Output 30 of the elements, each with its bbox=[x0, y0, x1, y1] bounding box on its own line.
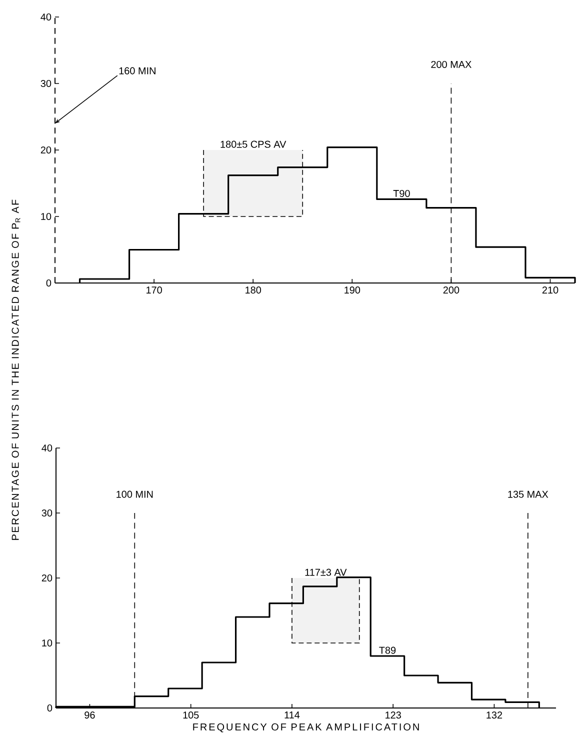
x-tick-label: 170 bbox=[146, 286, 162, 294]
y-tick-label: 30 bbox=[42, 509, 52, 517]
x-tick-label: 123 bbox=[386, 712, 401, 719]
x-tick-label: 96 bbox=[84, 712, 95, 719]
x-tick-label: 190 bbox=[344, 286, 360, 294]
ref-line-label: 200 MAX bbox=[431, 60, 472, 68]
x-tick-label: 132 bbox=[486, 712, 502, 719]
y-tick-label: 0 bbox=[46, 279, 52, 287]
x-tick-label: 180 bbox=[246, 286, 262, 294]
band-label: 117±3 AV bbox=[305, 568, 347, 576]
x-axis-title: FREQUENCY OF PEAK AMPLIFICATION bbox=[193, 723, 419, 732]
x-tick-label: 200 bbox=[443, 286, 460, 294]
y-tick-label: 30 bbox=[40, 80, 52, 88]
y-tick-label: 10 bbox=[41, 212, 52, 220]
ref-line-label: 100 MIN bbox=[116, 490, 153, 498]
y-tick-label: 20 bbox=[42, 574, 52, 582]
ref-line-label: 160 MIN bbox=[119, 67, 156, 74]
x-tick-label: 210 bbox=[542, 286, 558, 294]
y-tick-label: 0 bbox=[47, 704, 52, 712]
y-tick-label: 20 bbox=[40, 146, 52, 154]
y-tick-label: 10 bbox=[42, 639, 52, 647]
x-tick-label: 114 bbox=[284, 712, 300, 718]
y-tick-label: 40 bbox=[40, 13, 52, 21]
ref-line-label: 135 MAX bbox=[508, 490, 548, 498]
x-tick-label: 105 bbox=[183, 712, 199, 719]
series-label: T89 bbox=[379, 646, 396, 654]
series-label: T90 bbox=[393, 190, 410, 198]
y-axis-title: PERCENTAGE OF UNITS IN THE INDICATED RANGE OF P$_{R}$ AF bbox=[12, 200, 20, 540]
y-tick-label: 40 bbox=[42, 444, 52, 452]
band-label: 180±5 CPS AV bbox=[220, 140, 286, 148]
